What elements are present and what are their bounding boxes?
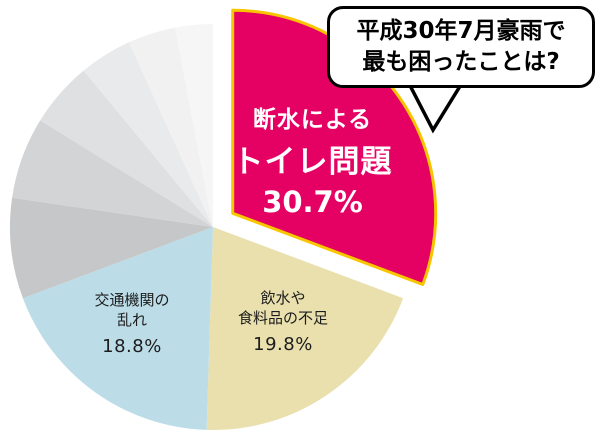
label-toilet-line1: 断水による bbox=[252, 107, 373, 133]
label-transport-line1: 交通機関の bbox=[94, 291, 170, 309]
pie-slice-food-water-shortage bbox=[206, 227, 404, 431]
speech-bubble: 平成30年7月豪雨で 最も困ったことは? bbox=[327, 6, 595, 88]
label-food-line1: 飲水や bbox=[260, 289, 306, 307]
pie-slice-other-3 bbox=[40, 70, 214, 227]
label-toilet-percent: 30.7% bbox=[262, 185, 363, 219]
label-toilet-line2: トイレ問題 bbox=[232, 144, 393, 180]
pie-slice-toilet-problem bbox=[231, 8, 438, 286]
speech-bubble-line2: 最も困ったことは? bbox=[362, 49, 560, 75]
pie-slice-other-5 bbox=[128, 27, 213, 227]
pie-slice-other-4 bbox=[83, 42, 213, 228]
label-food-shortage: 飲水や 食料品の不足 19.8% bbox=[212, 289, 354, 356]
pie-slice-other-6 bbox=[175, 24, 213, 227]
pie-slice-other-1 bbox=[9, 197, 214, 299]
label-food-line2: 食料品の不足 bbox=[237, 308, 328, 327]
pie-slice-transport-disruption bbox=[22, 227, 214, 430]
label-food-percent: 19.8% bbox=[253, 334, 313, 355]
label-transport-percent: 18.8% bbox=[102, 336, 162, 357]
speech-bubble-line1: 平成30年7月豪雨で bbox=[356, 17, 566, 44]
label-transport-disruption: 交通機関の 乱れ 18.8% bbox=[61, 291, 203, 358]
pie-slices bbox=[9, 8, 438, 431]
label-toilet-problem: 断水による トイレ問題 30.7% bbox=[210, 100, 415, 219]
label-transport-line2: 乱れ bbox=[116, 310, 147, 329]
pie-slice-other-2 bbox=[12, 120, 213, 227]
